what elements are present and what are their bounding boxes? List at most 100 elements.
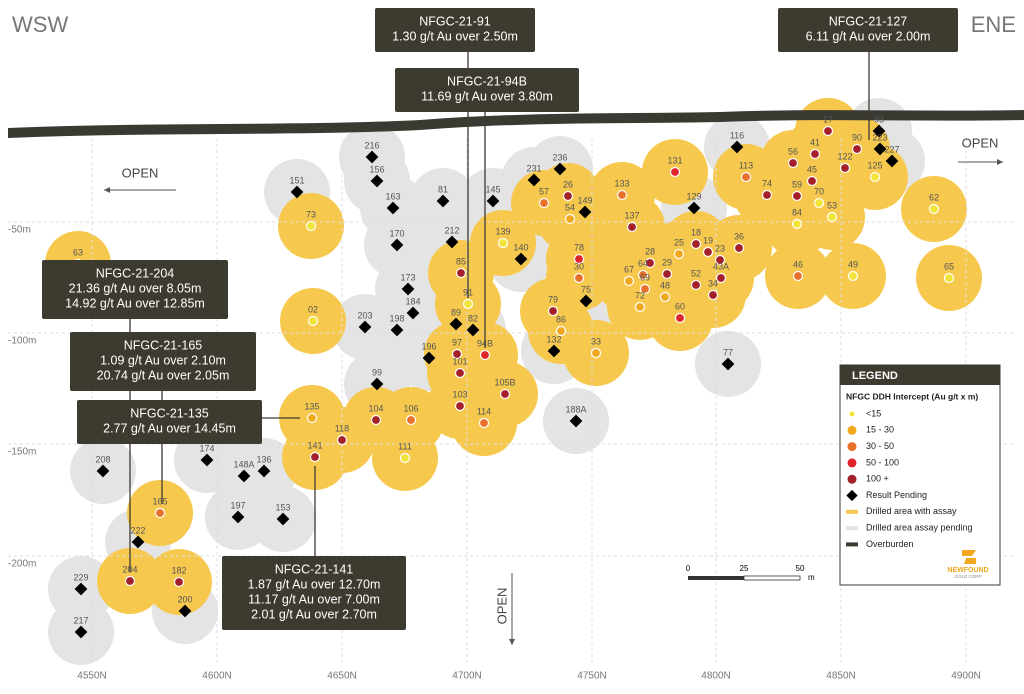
hole-label: 60 — [675, 301, 685, 311]
pending-hole — [406, 306, 420, 320]
legend-label: Drilled area with assay — [866, 506, 957, 516]
hole-label: 208 — [95, 454, 110, 464]
hole-label: 114 — [477, 406, 491, 416]
legend-subtitle: NFGC DDH Intercept (Au g/t x m) — [846, 391, 978, 401]
legend-symbol — [846, 489, 858, 502]
hole-label: 203 — [357, 310, 372, 320]
x-axis-label: 4900N — [951, 671, 980, 682]
callout-text: 1.87 g/t Au over 12.70m — [248, 577, 381, 591]
hole-label: 52 — [691, 268, 701, 278]
hole-label: 59 — [792, 179, 802, 189]
pending-hole — [390, 238, 404, 252]
pending-hole — [401, 282, 415, 296]
hole-label: 135 — [304, 401, 319, 411]
hole-label: 182 — [171, 565, 186, 575]
hole-label: 65 — [944, 261, 954, 271]
scale-label: 0 — [686, 564, 691, 573]
pending-hole — [257, 464, 271, 478]
callout-title: NFGC-21-204 — [96, 266, 175, 280]
hole-intercept — [690, 238, 702, 250]
hole-label: 79 — [548, 294, 558, 304]
hole-intercept — [792, 270, 804, 282]
callout-title: NFGC-21-135 — [130, 406, 209, 420]
hole-label: 156 — [369, 164, 384, 174]
hole-label: 111 — [398, 441, 412, 451]
hole-intercept — [555, 325, 567, 337]
hole-label: 86 — [556, 314, 566, 324]
hole-intercept — [479, 349, 491, 361]
hole-intercept — [690, 279, 702, 291]
hole-label: 105B — [494, 377, 515, 387]
callout-text: 20.74 g/t Au over 2.05m — [97, 368, 230, 382]
logo-text: NEWFOUND — [947, 567, 988, 574]
hole-label: 67 — [624, 264, 634, 274]
hole-intercept — [499, 388, 511, 400]
hole-label: 70 — [814, 186, 824, 196]
callout-text: 1.30 g/t Au over 2.50m — [392, 29, 518, 43]
callout-title: NFGC-21-165 — [124, 338, 203, 352]
legend-label: 30 - 50 — [866, 441, 894, 451]
hole-label: 216 — [364, 140, 379, 150]
hole-intercept — [573, 272, 585, 284]
hole-label: 33 — [591, 336, 601, 346]
hole-label: 196 — [421, 341, 436, 351]
x-axis-label: 4850N — [826, 671, 855, 682]
hole-intercept — [851, 143, 863, 155]
legend-symbol — [847, 442, 857, 452]
hole-label: 89 — [451, 307, 461, 317]
y-axis-label: -150m — [8, 447, 36, 458]
hole-label: 57 — [539, 186, 549, 196]
hole-intercept — [813, 197, 825, 209]
hole-intercept — [336, 434, 348, 446]
hole-label: 165 — [152, 496, 167, 506]
hole-label: 23 — [715, 243, 725, 253]
hole-label: 90 — [852, 132, 862, 142]
hole-intercept — [562, 190, 574, 202]
hole-intercept — [644, 257, 656, 269]
open-label: OPEN — [122, 165, 159, 180]
y-axis-label: -200m — [8, 559, 36, 570]
arrow-head — [509, 639, 515, 645]
callout-text: 11.69 g/t Au over 3.80m — [421, 89, 553, 103]
x-axis-label: 4750N — [577, 671, 606, 682]
legend-title: LEGEND — [852, 370, 898, 382]
pending-hole — [370, 174, 384, 188]
callout-box — [222, 556, 406, 630]
hole-label: 231 — [526, 163, 541, 173]
pending-hole — [237, 469, 251, 483]
hole-label: 34 — [708, 278, 718, 288]
logo-text: GOLD CORP — [954, 574, 981, 579]
hole-label: 36 — [734, 231, 744, 241]
hole-intercept — [791, 190, 803, 202]
hole-intercept — [616, 189, 628, 201]
scale-segment — [743, 575, 801, 581]
hole-label: 29 — [662, 257, 672, 267]
hole-intercept — [639, 283, 651, 295]
hole-intercept — [173, 576, 185, 588]
pending-hole — [436, 194, 450, 208]
scale-bar: 0 25 50 m — [686, 564, 815, 582]
hole-intercept — [462, 298, 474, 310]
hole-label: 101 — [452, 356, 467, 366]
callout-text: 6.11 g/t Au over 2.00m — [806, 29, 931, 43]
scale-label: 25 — [740, 564, 749, 573]
hole-label: 173 — [400, 272, 415, 282]
hole-label: 28 — [645, 246, 655, 256]
hole-intercept — [715, 272, 727, 284]
hole-intercept — [455, 267, 467, 279]
hole-label: 104 — [368, 403, 383, 413]
pending-hole — [200, 453, 214, 467]
hole-intercept — [623, 275, 635, 287]
hole-intercept — [661, 268, 673, 280]
legend-label: 50 - 100 — [866, 457, 899, 467]
hole-label: 131 — [667, 155, 682, 165]
hole-label: 125 — [867, 160, 882, 170]
hole-intercept — [702, 246, 714, 258]
hole-intercept — [405, 414, 417, 426]
legend-symbol — [849, 411, 855, 417]
callout-text: 2.01 g/t Au over 2.70m — [251, 607, 377, 621]
hole-label: 153 — [275, 502, 290, 512]
hole-intercept — [399, 452, 411, 464]
hole-intercept — [573, 253, 585, 265]
hole-intercept — [733, 242, 745, 254]
